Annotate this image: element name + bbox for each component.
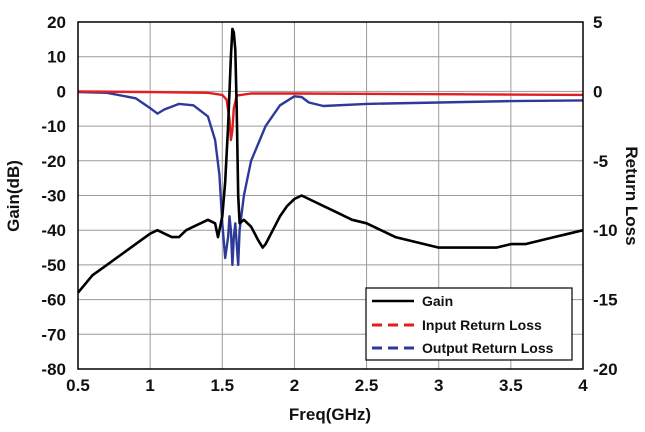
y-tick-label: 20	[47, 13, 66, 32]
x-tick-label: 2.5	[355, 376, 379, 395]
x-axis-title: Freq(GHz)	[289, 405, 371, 424]
x-tick-label: 0.5	[66, 376, 90, 395]
y-tick-label: -10	[41, 117, 66, 136]
y-tick-label: 0	[57, 82, 66, 101]
y-tick-label: -40	[41, 221, 66, 240]
x-tick-label: 1	[145, 376, 154, 395]
series-line-input-return-loss	[77, 90, 584, 142]
y2-tick-labels: 5 0 -5 -10 -15 -20	[593, 13, 618, 379]
legend: Gain Input Return Loss Output Return Los…	[365, 287, 573, 361]
y2-tick-label: 5	[593, 13, 602, 32]
y-axis-title: Gain(dB)	[4, 160, 23, 232]
y-tick-label: -60	[41, 291, 66, 310]
x-tick-label: 3.5	[499, 376, 523, 395]
x-tick-label: 1.5	[210, 376, 234, 395]
legend-box	[365, 287, 573, 361]
plot-frame	[77, 21, 584, 370]
legend-label-gain: Gain	[422, 293, 453, 309]
series-layer	[76, 27, 584, 294]
y-tick-label: -50	[41, 256, 66, 275]
legend-label-output-return-loss: Output Return Loss	[422, 340, 554, 356]
y-tick-label: -20	[41, 152, 66, 171]
y-tick-label: 10	[47, 48, 66, 67]
y-tick-label: -30	[41, 187, 66, 206]
y2-tick-label: -20	[593, 360, 618, 379]
x-tick-label: 2	[290, 376, 299, 395]
series-line-gain	[76, 27, 584, 294]
series-line-output-return-loss	[77, 90, 584, 267]
y2-axis-title: Return Loss	[622, 146, 641, 245]
y-tick-labels: 20 10 0 -10 -20 -30 -40 -50 -60 -70 -80	[41, 13, 66, 379]
y-tick-label: -80	[41, 360, 66, 379]
y2-tick-label: -15	[593, 291, 618, 310]
y2-tick-label: 0	[593, 82, 602, 101]
y2-tick-label: -5	[593, 152, 608, 171]
x-tick-label: 4	[578, 376, 588, 395]
x-tick-labels: 0.5 1 1.5 2 2.5 3 3.5 4	[66, 376, 588, 395]
x-tick-label: 3	[434, 376, 443, 395]
legend-label-input-return-loss: Input Return Loss	[422, 317, 542, 333]
y2-tick-label: -10	[593, 221, 618, 240]
y-tick-label: -70	[41, 325, 66, 344]
